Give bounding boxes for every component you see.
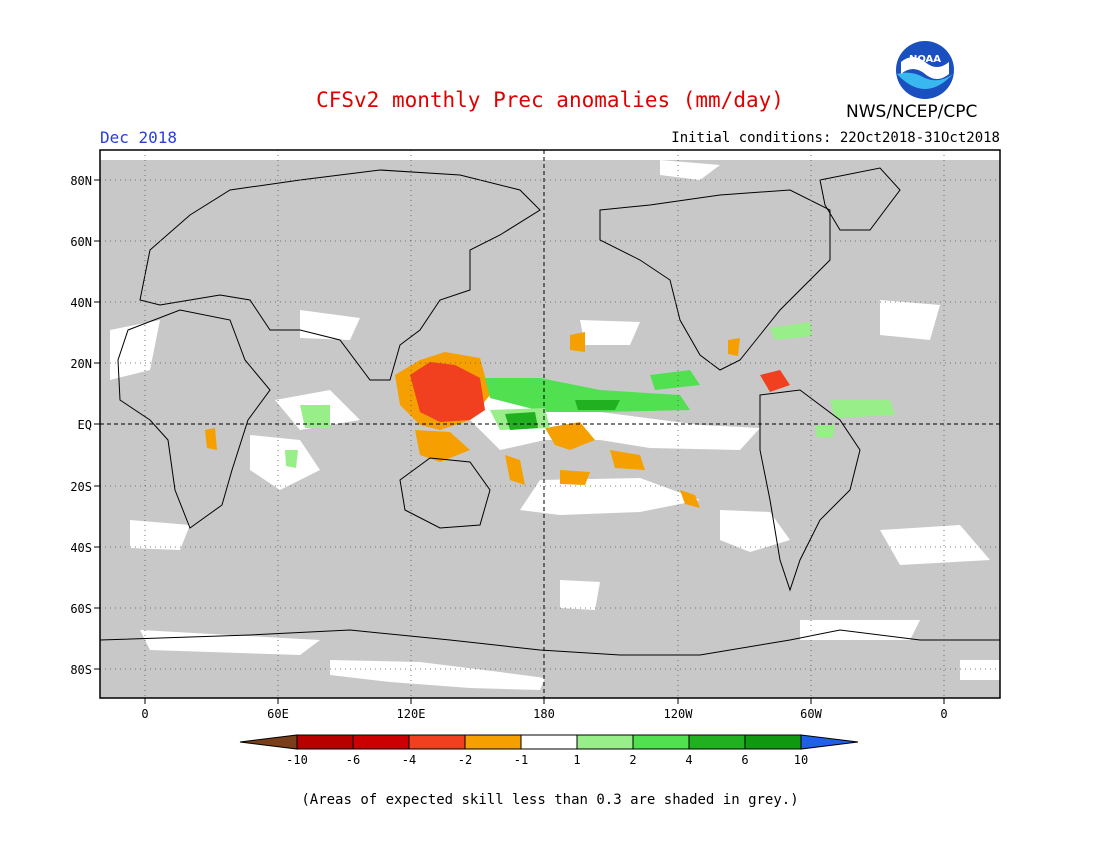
colorbar-label: -1 [514, 753, 528, 767]
colorbar-label: -2 [458, 753, 472, 767]
lat-label: 20S [70, 480, 92, 494]
map-title: CFSv2 monthly Prec anomalies (mm/day) [316, 88, 784, 112]
lon-label: 0 [940, 707, 947, 721]
colorbar-label: -4 [402, 753, 416, 767]
lat-label: 40S [70, 541, 92, 555]
lat-label: 80N [70, 174, 92, 188]
colorbar-segment [576, 734, 634, 750]
lat-label: 80S [70, 663, 92, 677]
lat-label: 60N [70, 235, 92, 249]
lon-label: 180 [533, 707, 555, 721]
forecast-month: Dec 2018 [100, 128, 178, 147]
colorbar-segment [744, 734, 802, 750]
colorbar-segment [352, 734, 410, 750]
colorbar-label: 2 [629, 753, 636, 767]
lon-label: 60E [267, 707, 289, 721]
wet-anomaly-areas [285, 322, 895, 468]
equator-dateline [100, 150, 1000, 698]
dry-anomaly-areas [205, 332, 790, 508]
colorbar-label: -6 [346, 753, 360, 767]
noaa-logo-icon: NOAA [896, 41, 954, 99]
neutral-anomaly-areas [100, 150, 1000, 690]
colorbar: -10 -6 -4 -2 -1 1 2 4 6 10 [239, 734, 859, 767]
colorbar-segment [296, 734, 354, 750]
colorbar-segment [688, 734, 746, 750]
colorbar-label: 1 [573, 753, 580, 767]
colorbar-label: 10 [794, 753, 808, 767]
lon-label: 0 [141, 707, 148, 721]
grid-lines [100, 150, 1000, 698]
agency-label: NWS/NCEP/CPC [846, 102, 978, 122]
lat-label: 20N [70, 357, 92, 371]
lat-label: 60S [70, 602, 92, 616]
colorbar-label: 4 [685, 753, 692, 767]
colorbar-segment [520, 734, 578, 750]
lon-label: 60W [800, 707, 822, 721]
colorbar-segment [464, 734, 522, 750]
colorbar-high-arrow [800, 734, 859, 750]
colorbar-segment [408, 734, 466, 750]
initial-conditions: Initial conditions: 22Oct2018-31Oct2018 [671, 130, 1000, 146]
lon-label: 120W [664, 707, 694, 721]
colorbar-low-arrow [239, 734, 298, 750]
svg-text:NOAA: NOAA [909, 54, 941, 65]
lat-label: EQ [78, 418, 92, 432]
lon-label: 120E [397, 707, 426, 721]
skill-footnote: (Areas of expected skill less than 0.3 a… [301, 792, 799, 808]
colorbar-label: 6 [741, 753, 748, 767]
colorbar-segment [632, 734, 690, 750]
lat-label: 40N [70, 296, 92, 310]
colorbar-label: -10 [286, 753, 308, 767]
